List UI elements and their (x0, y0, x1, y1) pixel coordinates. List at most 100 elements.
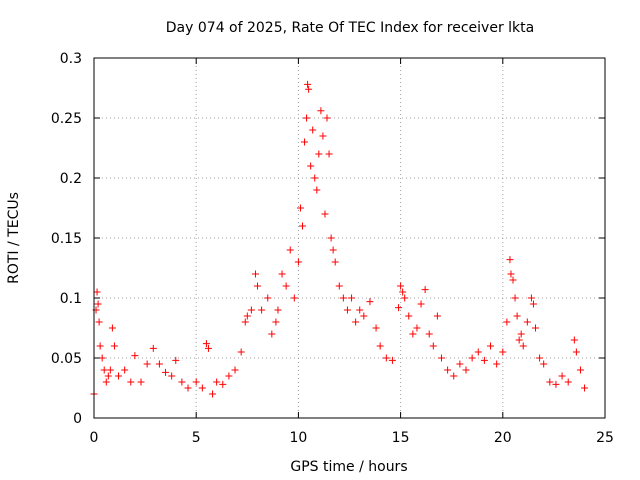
y-tick-label: 0.05 (51, 351, 82, 367)
data-point (258, 306, 266, 314)
y-tick-label: 0.2 (60, 171, 82, 187)
data-point (272, 318, 280, 326)
data-points (90, 80, 589, 398)
data-point (100, 366, 108, 374)
data-point (425, 330, 433, 338)
data-point (278, 270, 286, 278)
x-tick-label: 20 (494, 430, 512, 446)
data-point (366, 298, 374, 306)
data-point (303, 114, 311, 122)
data-point (487, 342, 495, 350)
data-point (493, 360, 501, 368)
data-point (564, 378, 572, 386)
data-point (552, 380, 560, 388)
data-point (202, 340, 210, 348)
data-point (388, 356, 396, 364)
data-point (162, 368, 170, 376)
data-point (503, 318, 511, 326)
data-point (507, 270, 515, 278)
data-point (480, 356, 488, 364)
data-point (376, 342, 384, 350)
data-point (213, 378, 221, 386)
data-point (527, 294, 535, 302)
data-point (468, 354, 476, 362)
data-point (294, 258, 302, 266)
data-point (433, 312, 441, 320)
data-point (298, 222, 306, 230)
data-point (231, 366, 239, 374)
data-point (395, 304, 403, 312)
y-tick-label: 0.25 (51, 111, 82, 127)
data-point (327, 234, 335, 242)
axis-ticks: 0 5 10 15 20 25 0 0.05 0.1 0.15 0.2 0.25 0.3 (51, 51, 614, 446)
data-point (517, 330, 525, 338)
data-point (325, 150, 333, 158)
data-point (286, 246, 294, 254)
y-tick-label: 0.1 (60, 291, 82, 307)
data-point (264, 294, 272, 302)
data-point (313, 186, 321, 194)
data-point (515, 336, 523, 344)
data-point (131, 352, 139, 360)
y-tick-label: 0 (73, 411, 82, 427)
data-point (513, 312, 521, 320)
chart-title: Day 074 of 2025, Rate Of TEC Index for r… (166, 20, 534, 36)
x-tick-label: 25 (596, 430, 614, 446)
data-point (143, 360, 151, 368)
data-point (184, 384, 192, 392)
data-point (247, 306, 255, 314)
data-point (321, 210, 329, 218)
data-point (110, 342, 118, 350)
data-point (94, 300, 102, 308)
data-point (290, 294, 298, 302)
y-axis-label: ROTI / TECUs (6, 192, 22, 284)
x-axis-label: GPS time / hours (290, 459, 407, 475)
data-point (198, 384, 206, 392)
data-point (155, 360, 163, 368)
data-point (356, 306, 364, 314)
data-point (506, 256, 514, 264)
x-tick-label: 0 (90, 430, 99, 446)
data-point (339, 294, 347, 302)
data-point (511, 294, 519, 302)
data-point (317, 107, 325, 115)
data-point (417, 300, 425, 308)
data-point (450, 372, 458, 380)
data-point (343, 306, 351, 314)
data-point (315, 150, 323, 158)
grid-lines (94, 58, 605, 418)
data-point (401, 294, 409, 302)
data-point (546, 378, 554, 386)
data-point (149, 344, 157, 352)
data-point (323, 114, 331, 122)
data-point (296, 204, 304, 212)
data-point (360, 312, 368, 320)
data-point (108, 324, 116, 332)
data-point (168, 372, 176, 380)
data-point (331, 258, 339, 266)
data-point (95, 318, 103, 326)
data-point (444, 366, 452, 374)
data-point (241, 318, 249, 326)
data-point (462, 366, 470, 374)
data-point (558, 372, 566, 380)
data-point (329, 246, 337, 254)
x-tick-label: 15 (392, 430, 410, 446)
data-point (219, 380, 227, 388)
data-point (529, 300, 537, 308)
data-point (137, 378, 145, 386)
data-point (254, 282, 262, 290)
data-point (237, 348, 245, 356)
data-point (509, 276, 517, 284)
data-point (405, 312, 413, 320)
data-point (305, 85, 313, 93)
data-point (106, 366, 114, 374)
data-point (104, 372, 112, 380)
data-point (301, 138, 309, 146)
data-point (209, 390, 217, 398)
data-point (576, 366, 584, 374)
data-point (540, 360, 548, 368)
data-point (397, 282, 405, 290)
